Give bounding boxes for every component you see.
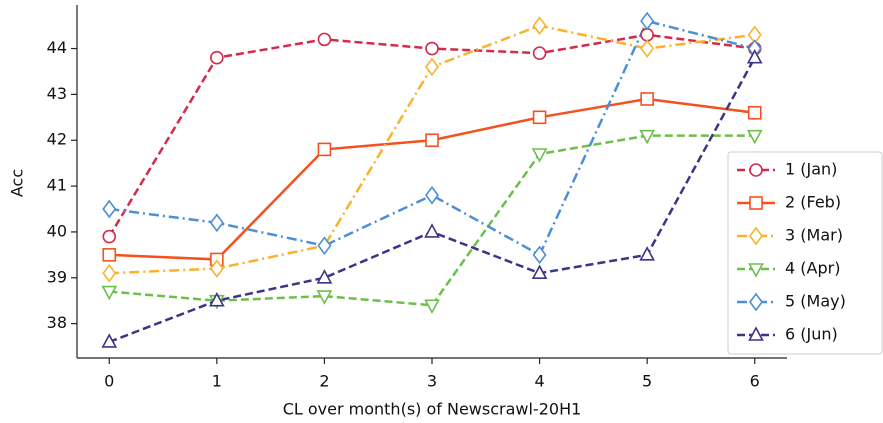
- y-tick-label: 44: [47, 38, 67, 57]
- y-tick-label: 40: [47, 221, 67, 240]
- marker: [101, 285, 118, 301]
- legend-label: 3 (Mar): [785, 226, 843, 245]
- x-tick-label: 3: [427, 372, 437, 391]
- marker: [209, 292, 225, 307]
- series-line: [109, 134, 755, 307]
- legend-label: 1 (Jan): [785, 160, 837, 179]
- marker: [747, 105, 762, 120]
- marker: [749, 163, 763, 177]
- marker: [424, 223, 440, 238]
- x-tick-label: 1: [212, 372, 222, 391]
- marker: [102, 263, 117, 283]
- y-tick-label: 39: [47, 267, 67, 286]
- marker: [210, 50, 224, 65]
- marker: [316, 290, 333, 305]
- x-tick-label: 0: [104, 372, 114, 391]
- marker: [209, 213, 224, 233]
- marker: [748, 326, 764, 341]
- marker: [640, 92, 654, 106]
- marker: [639, 129, 655, 145]
- x-tick-label: 5: [642, 372, 652, 391]
- marker: [317, 236, 332, 256]
- marker: [531, 264, 548, 279]
- marker: [531, 148, 548, 163]
- marker: [749, 196, 763, 210]
- y-tick-label: 38: [47, 313, 67, 332]
- marker: [102, 248, 117, 262]
- marker: [532, 46, 547, 60]
- y-axis-label: Acc: [8, 169, 27, 197]
- marker: [425, 133, 439, 148]
- marker: [102, 229, 117, 244]
- marker: [746, 129, 763, 145]
- marker: [316, 269, 333, 284]
- marker: [425, 185, 439, 205]
- marker: [101, 333, 118, 348]
- y-tick-label: 42: [47, 130, 67, 149]
- marker: [749, 292, 763, 312]
- marker: [102, 199, 117, 219]
- x-tick-label: 6: [750, 372, 760, 391]
- legend-label: 5 (May): [785, 292, 846, 311]
- marker: [532, 110, 547, 125]
- marker: [425, 57, 439, 77]
- marker: [640, 11, 655, 31]
- marker: [424, 299, 440, 314]
- legend-label: 4 (Apr): [785, 259, 840, 278]
- legend-label: 6 (Jun): [785, 325, 838, 344]
- marker: [639, 246, 655, 261]
- marker: [749, 226, 763, 246]
- marker: [532, 245, 547, 265]
- marker: [425, 41, 439, 56]
- marker: [748, 263, 764, 278]
- marker: [317, 142, 332, 157]
- y-tick-label: 43: [47, 84, 67, 103]
- marker: [209, 259, 224, 278]
- legend-label: 2 (Feb): [785, 193, 841, 212]
- marker: [532, 16, 547, 35]
- x-axis-label: CL over month(s) of Newscrawl-20H1: [283, 400, 582, 419]
- marker: [746, 49, 763, 64]
- y-tick-label: 41: [47, 176, 67, 195]
- x-tick-label: 2: [319, 372, 329, 391]
- x-tick-label: 4: [534, 372, 544, 391]
- marker: [640, 39, 655, 58]
- marker: [317, 32, 332, 47]
- marker: [640, 27, 654, 42]
